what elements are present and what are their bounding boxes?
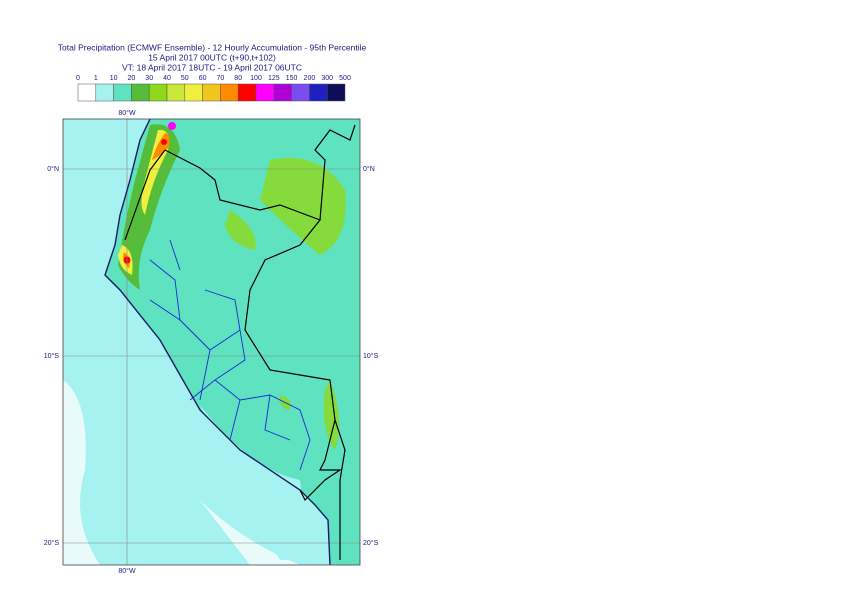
legend-label: 500 [339, 75, 351, 82]
legend-swatch [326, 83, 346, 102]
dry-coast [200, 405, 310, 560]
graticule [63, 119, 360, 565]
heaviest-band [123, 133, 170, 268]
legend-swatch [131, 83, 150, 102]
lat-label: 20°S [44, 539, 60, 547]
legend-swatch [202, 83, 221, 102]
legend: 0 1 10 20 30 40 50 60 70 80 100 125 150 200 300 500 [76, 75, 351, 102]
legend-label: 80 [234, 75, 242, 82]
coastline [104, 119, 331, 565]
legend-label: 125 [268, 75, 280, 82]
country-borders [124, 124, 356, 560]
legend-label: 150 [286, 75, 298, 82]
map [63, 119, 360, 565]
lat-labels: 0°N 0°N 10°S 10°S 20°S 20°S [44, 165, 379, 547]
lon-label: 80°W [118, 109, 136, 117]
legend-swatch [291, 83, 310, 102]
coastal-band [118, 124, 180, 291]
lat-label: 10°S [44, 352, 60, 360]
legend-label: 0 [76, 75, 80, 82]
legend-swatch [113, 83, 132, 102]
legend-label: 30 [145, 75, 153, 82]
legend-label: 60 [199, 75, 207, 82]
max-spot [168, 122, 176, 130]
legend-label: 50 [181, 75, 189, 82]
legend-swatch [255, 83, 275, 102]
valid-time: VT: 18 April 2017 18UTC - 19 April 2017 … [122, 62, 302, 72]
lat-label: 10°S [363, 352, 379, 360]
legend-label: 300 [321, 75, 333, 82]
legend-swatch [237, 83, 257, 102]
map-frame [62, 118, 361, 566]
run-time: 15 April 2017 00UTC (t+90,t+102) [148, 52, 276, 62]
lon-label: 80°W [118, 567, 136, 575]
heavy-band [118, 129, 169, 275]
legend-label: 40 [163, 75, 171, 82]
legend-label: 10 [110, 75, 118, 82]
legend-label: 20 [128, 75, 136, 82]
light-streaks [63, 380, 300, 565]
legend-swatch [166, 83, 186, 102]
legend-label: 70 [217, 75, 225, 82]
admin-borders [149, 239, 311, 471]
legend-swatch [309, 83, 328, 102]
lat-label: 20°S [363, 539, 379, 547]
legend-label: 100 [250, 75, 262, 82]
green-patches [225, 158, 346, 450]
lat-label: 0°N [47, 165, 59, 173]
legend-swatch [184, 83, 203, 102]
max-spot [161, 139, 167, 145]
legend-swatch [273, 83, 292, 102]
legend-swatch [95, 83, 114, 102]
legend-swatch [148, 83, 168, 102]
legend-label: 1 [94, 75, 98, 82]
legend-swatch [220, 83, 239, 102]
legend-swatch [77, 83, 97, 102]
lat-label: 0°N [363, 165, 375, 173]
title: Total Precipitation (ECMWF Ensemble) - 1… [58, 42, 367, 52]
legend-label: 200 [304, 75, 316, 82]
